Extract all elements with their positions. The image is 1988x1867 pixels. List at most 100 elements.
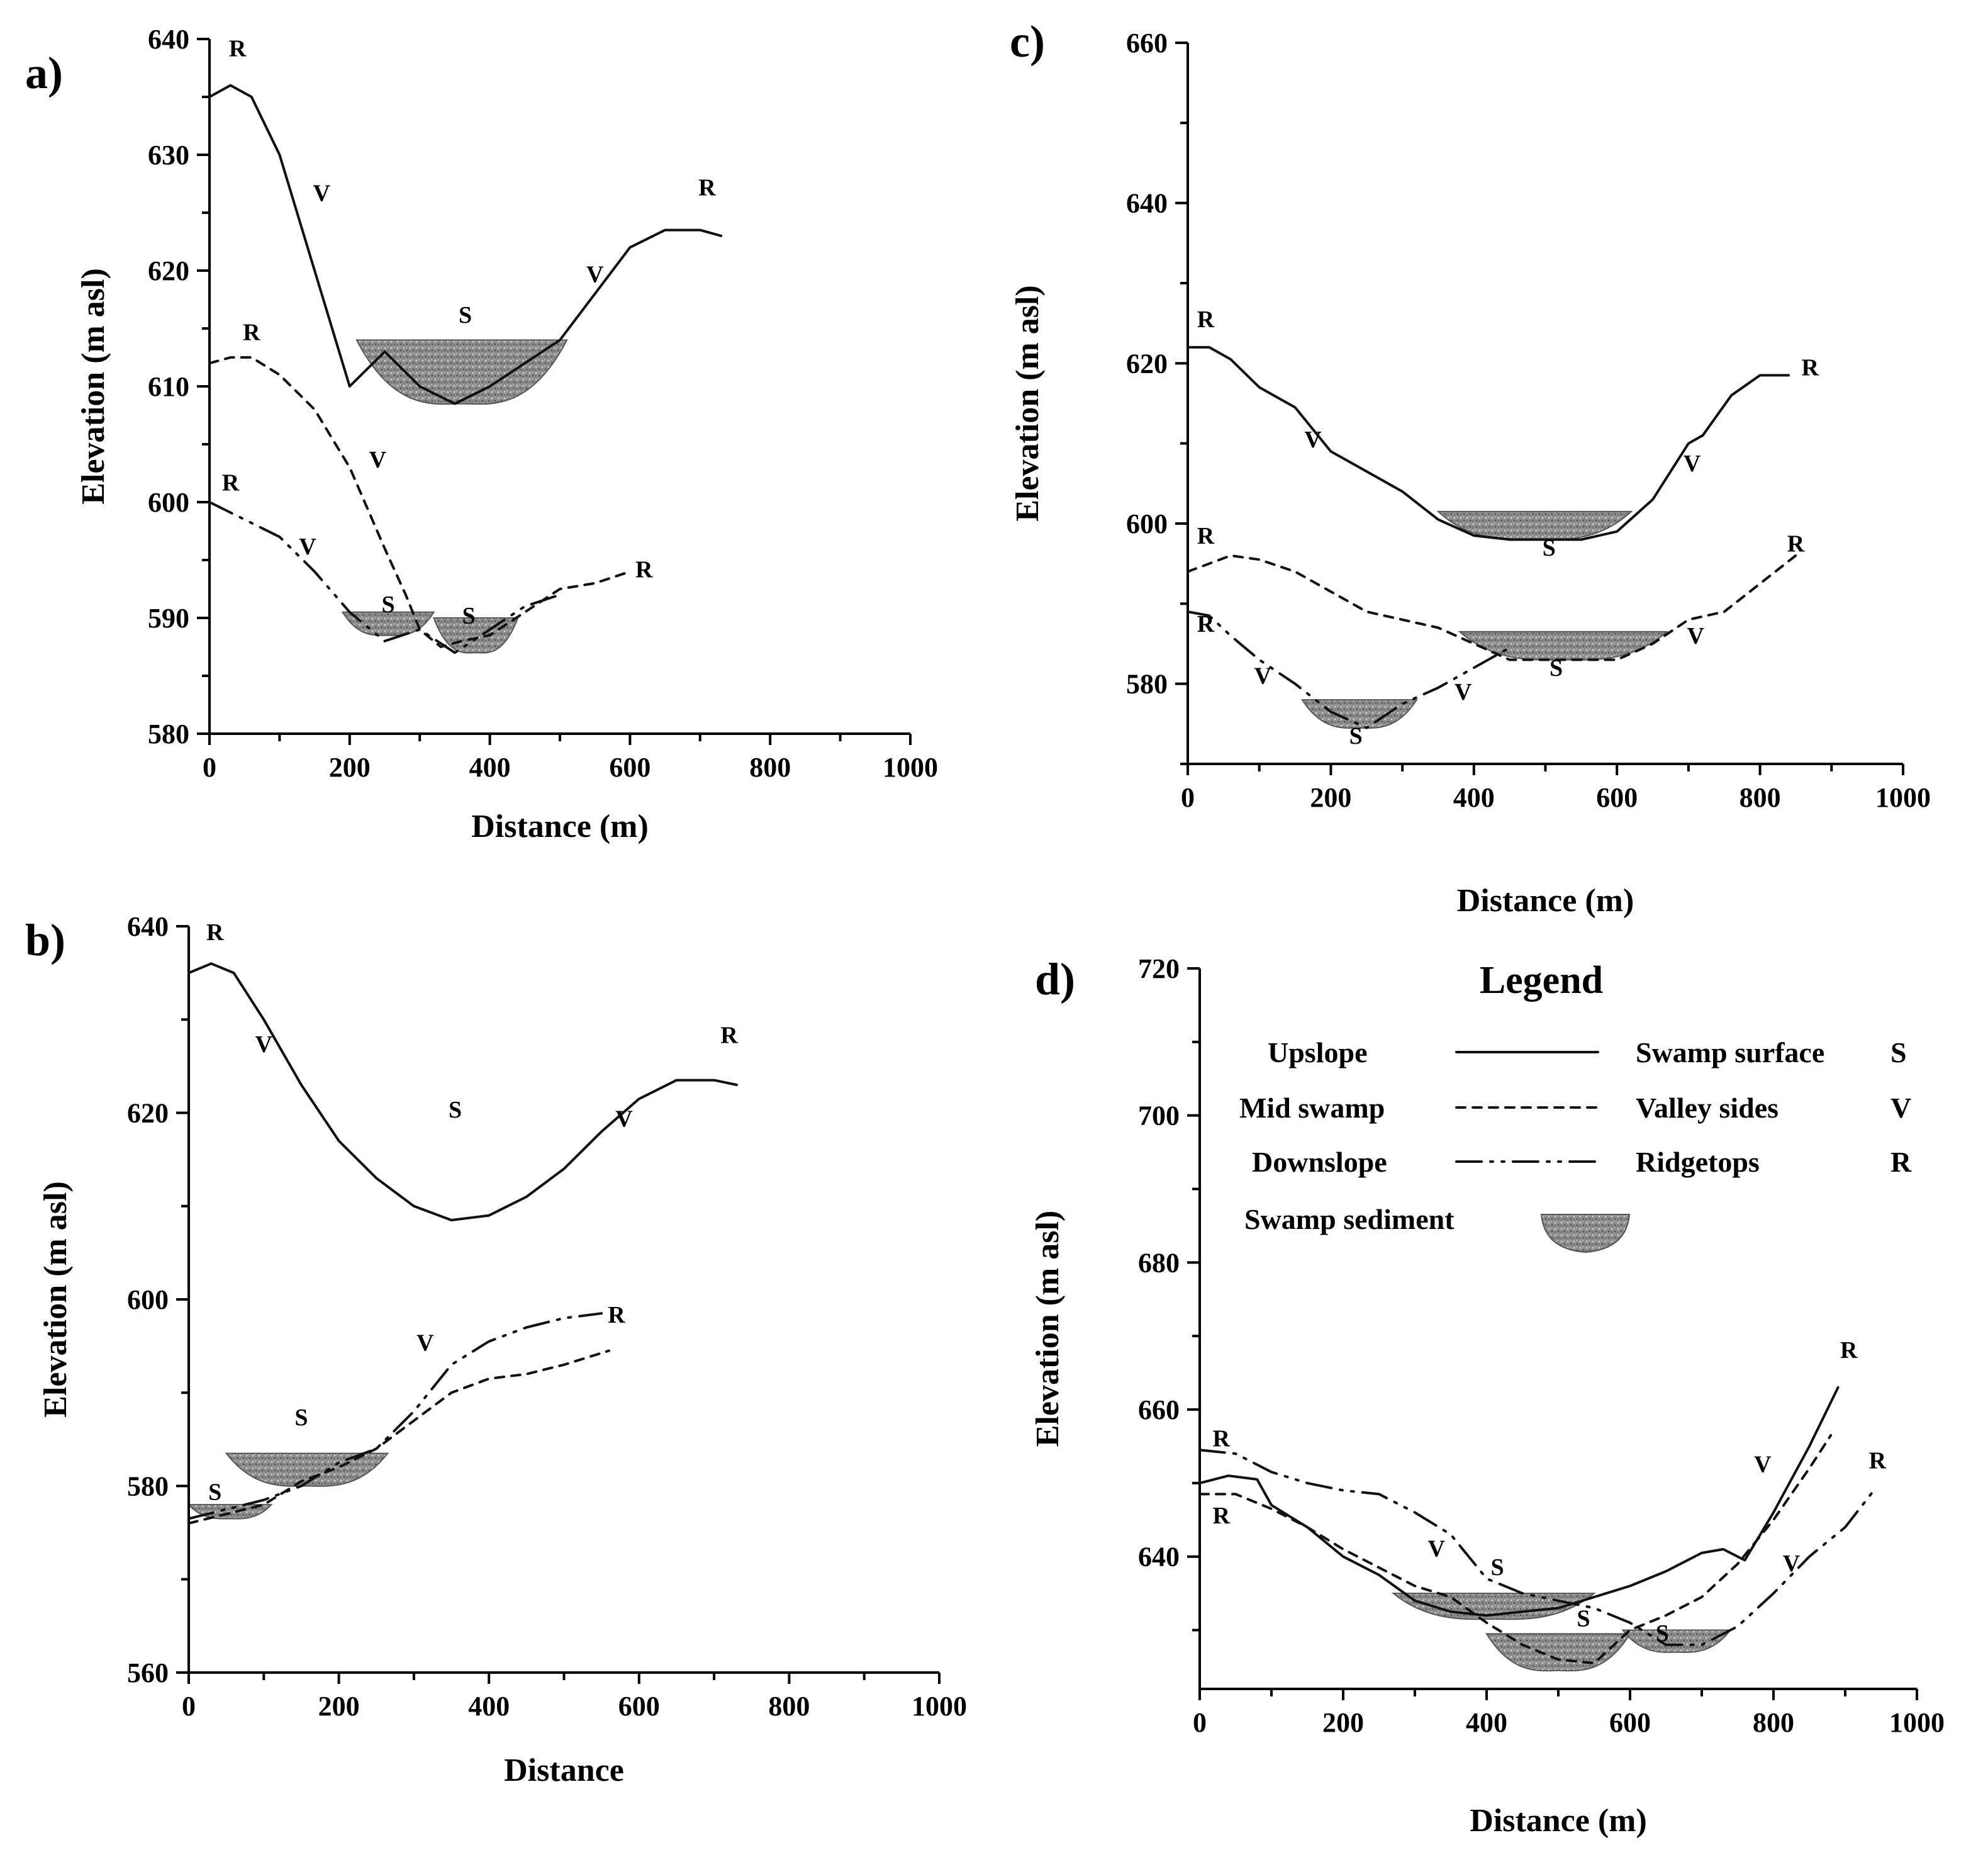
panel-a-y-tick-label: 600 [148,487,189,518]
panel-c-annotation-3: V [1684,451,1701,477]
panel-c-sediment-1 [1458,631,1669,661]
legend-title: Legend [1480,959,1603,1002]
panel-d-annotation-3: S [1491,1554,1504,1581]
panel-c-series-upslope [1187,345,1790,541]
panel-b-annotation-1: V [255,1031,273,1058]
panel-b-x-tick-label: 600 [618,1691,660,1722]
panel-b-annotation-4: R [720,1022,738,1048]
legend-upslope-label: Upslope [1268,1036,1367,1068]
panel-c-annotation-11: S [1349,723,1363,749]
panel-a-sediment-1 [341,611,435,636]
panel-a-annotation-9: S [381,591,394,618]
panel-a-y-tick-label: 620 [148,255,189,286]
panel-d-y-tick-label: 660 [1138,1394,1180,1425]
panel-b-series-upslope [187,962,738,1221]
panel-c-annotation-5: R [1197,523,1215,549]
panel-d-y-tick-label: 680 [1138,1247,1180,1278]
panel-b-y-tick-label: 600 [127,1284,169,1315]
panel-d-x-tick-label: 600 [1609,1707,1651,1738]
panel-b-y-tick-label: 640 [127,911,169,942]
panel-b-y-axis-title: Elevation (m asl) [38,1181,74,1418]
panel-a-annotation-8: V [299,534,316,560]
panel-d-series-mid-swamp [1198,1433,1833,1665]
panel-b-x-axis-title: Distance [504,1752,624,1788]
panel-a-x-tick-label: 200 [329,752,371,783]
panel-c-x-tick-label: 600 [1596,782,1638,813]
panel-c-x-tick-label: 200 [1310,782,1351,813]
panel-a-annotation-1: V [313,181,331,207]
legend-valley-sides-label: Valley sides [1636,1092,1779,1124]
panel-b-x-tick-label: 800 [768,1691,810,1722]
panel-b-series-mid-swamp [187,1349,611,1525]
panel-b-y-tick-label: 560 [127,1657,169,1688]
panel-d-annotation-5: S [1656,1620,1669,1647]
panel-d-y-tick-label: 640 [1138,1542,1180,1573]
panel-c-annotation-6: S [1550,655,1563,681]
panel-d-annotation-2: V [1427,1536,1445,1562]
panel-b-y-tick-label: 620 [127,1098,169,1129]
panel-d-x-tick-label: 800 [1753,1707,1794,1738]
panel-d-y-tick-label: 720 [1138,953,1180,984]
panel-c-annotation-2: S [1543,535,1556,561]
panel-b-annotation-8: S [208,1479,221,1506]
panel-c-annotation-7: V [1687,623,1705,649]
panel-a-sediment-0 [355,339,568,405]
panel-c-annotation-0: R [1197,306,1215,333]
panel-b-annotation-6: V [416,1330,434,1357]
panel-c-annotation-9: R [1197,611,1215,637]
panel-a-annotation-5: R [243,319,260,345]
panel-b-annotation-5: R [608,1302,625,1328]
panel-b-annotation-7: S [294,1404,308,1431]
panel-a-annotation-0: R [229,36,247,62]
panel-c-x-tick-label: 1000 [1875,782,1931,813]
panel-d-annotation-8: R [1840,1337,1858,1364]
panel-b-sediment-0 [225,1452,389,1487]
legend-sediment-label: Swamp sediment [1244,1203,1455,1235]
panel-a-x-tick-label: 800 [749,752,791,783]
panel-b-annotation-2: S [449,1097,462,1123]
panel-c-x-axis-title: Distance (m) [1457,883,1634,919]
panel-d-sediment-2 [1621,1629,1732,1653]
panel-a-y-tick-label: 590 [148,603,189,634]
panel-d-annotation-9: R [1869,1447,1887,1474]
legend-swamp-surface-label: Swamp surface [1636,1036,1824,1068]
panel-d-x-tick-label: 1000 [1889,1707,1945,1738]
panel-a-annotation-6: V [369,447,387,473]
panel-c-x-tick-label: 0 [1181,782,1195,813]
panel-c-series-downslope [1187,610,1511,729]
legend-downslope-label: Downslope [1252,1146,1387,1178]
panel-d-annotation-4: S [1577,1606,1590,1632]
panel-b-x-tick-label: 1000 [912,1691,967,1722]
legend-code-s: S [1890,1036,1907,1068]
legend-ridgetops-label: Ridgetops [1636,1146,1760,1178]
panel-a: 0 200 400 600 800 1000 580 590 600 610 620 630 640 Di… [25,24,938,844]
panel-c-y-tick-label: 640 [1126,188,1168,219]
panel-b-series-downslope [187,1312,603,1520]
panel-b-x-tick-label: 0 [182,1691,196,1722]
panel-a-y-tick-label: 640 [148,24,189,55]
panel-c-x-tick-label: 400 [1453,782,1495,813]
panel-a-annotation-10: S [462,603,476,629]
panel-a-y-tick-label: 610 [148,371,189,402]
panel-a-series-upslope [208,84,723,405]
panel-d-y-tick-label: 700 [1138,1101,1180,1131]
panel-c-annotation-4: R [1801,354,1819,381]
panel-a-series-downslope [208,501,561,654]
panel-d-x-tick-label: 400 [1466,1707,1507,1738]
panel-d-sediment-0 [1391,1593,1596,1620]
panel-b-y-tick-label: 580 [127,1471,169,1502]
panel-b-annotation-3: V [615,1106,633,1133]
panel-c-y-axis-title: Elevation (m asl) [1010,285,1046,522]
panel-d-annotation-0: R [1212,1425,1230,1452]
panel-c: 0 200 400 600 800 1000 580 600 620 640 660 Distance… [1010,16,1931,919]
panel-d-annotation-6: V [1754,1451,1772,1477]
panel-c-annotation-8: R [1787,531,1805,558]
panel-d-sediment-1 [1485,1633,1631,1672]
panel-d-x-axis-title: Distance (m) [1470,1803,1647,1839]
panel-b-letter: b) [25,915,65,965]
panel-c-annotation-12: V [1455,679,1472,705]
panel-a-x-tick-label: 0 [203,752,216,783]
panel-c-annotation-1: V [1304,427,1322,453]
panel-d-letter: d) [1035,954,1075,1004]
